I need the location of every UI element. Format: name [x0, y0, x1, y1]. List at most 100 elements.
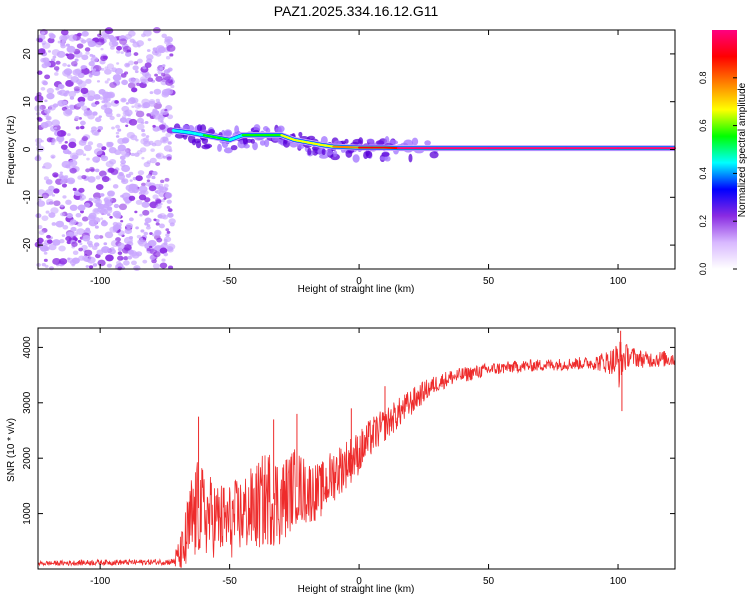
noise-blob [167, 212, 174, 218]
noise-blob [62, 62, 67, 67]
noise-blob [155, 98, 160, 103]
noise-blob [137, 170, 145, 176]
snr-x-ticks: -100 -50 0 50 100 [90, 328, 627, 587]
noise-blob [127, 82, 136, 89]
noise-blob [115, 131, 120, 135]
y-tick-label: 20 [22, 48, 33, 60]
noise-blob [69, 204, 78, 211]
track-halo-blob [265, 127, 271, 134]
noise-blob [95, 183, 104, 191]
noise-blob [80, 65, 87, 70]
noise-blob [113, 203, 120, 209]
y-tick-label: 2000 [22, 447, 33, 470]
track-segment [189, 131, 205, 137]
noise-blob [87, 95, 95, 102]
noise-blob [60, 175, 68, 181]
spectrogram-noise [34, 27, 176, 271]
noise-blob [150, 148, 155, 152]
noise-blob [87, 176, 96, 183]
noise-blob [144, 197, 151, 203]
noise-blob [164, 192, 173, 199]
noise-blob [101, 175, 110, 183]
noise-blob [161, 33, 167, 38]
x-tick-label: -100 [90, 276, 110, 287]
noise-blob [141, 129, 146, 133]
noise-blob [109, 82, 117, 89]
noise-blob [99, 193, 105, 197]
noise-blob [68, 34, 77, 42]
noise-blob [55, 87, 60, 91]
noise-blob [118, 203, 128, 211]
noise-blob [76, 43, 84, 49]
noise-blob [81, 216, 89, 222]
noise-blob [101, 219, 107, 223]
noise-blob [81, 54, 89, 61]
noise-blob [125, 200, 130, 205]
noise-blob [127, 114, 131, 117]
noise-blob [36, 237, 44, 244]
noise-blob [146, 58, 153, 64]
noise-blob [70, 61, 78, 67]
noise-blob [42, 57, 50, 64]
noise-blob [165, 79, 174, 86]
noise-blob [98, 235, 104, 239]
noise-blob [51, 194, 56, 197]
noise-blob [60, 144, 68, 150]
noise-blob [46, 87, 55, 94]
track-halo-blob [196, 124, 203, 132]
x-tick-label: -50 [222, 576, 237, 587]
noise-blob [125, 51, 132, 57]
track-halo-blob [321, 148, 326, 156]
track-halo-blob [230, 145, 238, 151]
noise-blob [78, 187, 85, 193]
noise-blob [135, 175, 143, 182]
noise-blob [37, 48, 46, 55]
noise-blob [136, 40, 145, 47]
noise-blob [70, 76, 80, 83]
noise-blob [74, 115, 80, 120]
noise-blob [89, 53, 94, 57]
noise-blob [115, 213, 121, 219]
noise-blob [136, 234, 142, 239]
noise-blob [61, 234, 66, 238]
noise-blob [117, 266, 123, 271]
noise-blob [136, 58, 143, 64]
noise-blob [121, 115, 127, 119]
track-halo-blob [217, 143, 222, 152]
colorbar-tick-label: 0.6 [698, 119, 708, 132]
noise-blob [124, 62, 131, 68]
noise-blob [53, 188, 60, 194]
noise-blob [164, 88, 174, 96]
noise-blob [120, 219, 124, 223]
noise-blob [82, 153, 87, 157]
noise-blob [47, 50, 52, 53]
noise-blob [79, 125, 85, 130]
noise-blob [87, 90, 96, 97]
noise-blob [154, 139, 162, 147]
noise-blob [104, 80, 109, 84]
noise-blob [44, 99, 48, 103]
noise-blob [125, 33, 132, 40]
x-tick-label: 100 [610, 276, 627, 287]
noise-blob [41, 192, 50, 199]
noise-blob [60, 29, 69, 36]
spectrogram-x-axis-label: Height of straight line (km) [298, 284, 415, 295]
noise-blob [155, 76, 163, 82]
noise-blob [79, 197, 84, 201]
noise-blob [43, 251, 48, 255]
noise-blob [140, 229, 145, 233]
track-halo-blob [365, 149, 370, 157]
noise-blob [48, 243, 57, 251]
noise-blob [36, 200, 46, 207]
noise-blob [110, 46, 115, 50]
noise-blob [162, 136, 169, 142]
noise-blob [52, 258, 61, 265]
noise-blob [95, 202, 102, 208]
noise-blob [69, 96, 75, 100]
noise-blob [166, 44, 176, 52]
noise-blob [146, 174, 151, 179]
x-tick-label: 50 [483, 276, 495, 287]
noise-blob [132, 65, 139, 71]
noise-blob [145, 135, 150, 138]
noise-blob [79, 242, 83, 246]
